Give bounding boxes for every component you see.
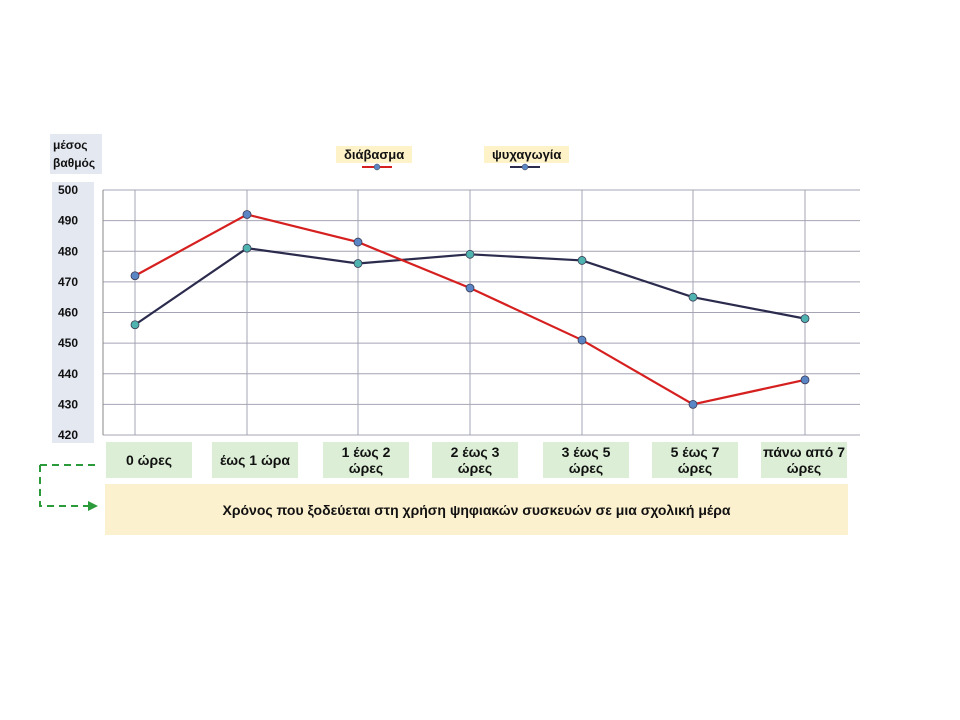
- y-tick-label: 470: [58, 275, 78, 289]
- data-point-entertainment: [688, 292, 698, 302]
- data-point-reading: [465, 283, 475, 293]
- y-tick-label: 440: [58, 367, 78, 381]
- category-label: 1 έως 2 ώρες: [323, 442, 409, 478]
- y-tick-label: 450: [58, 336, 78, 350]
- data-point-entertainment: [130, 320, 140, 330]
- category-label: πάνω από 7 ώρες: [761, 442, 847, 478]
- legend-entertainment: ψυχαγωγία: [484, 146, 570, 163]
- series-layer: [130, 210, 810, 409]
- data-point-entertainment: [465, 249, 475, 259]
- y-tick-label: 500: [58, 183, 78, 197]
- legend-reading-label: διάβασμα: [336, 146, 413, 163]
- data-point-entertainment: [242, 243, 252, 253]
- category-label: 0 ώρες: [106, 442, 192, 478]
- category-connector-arrow: [39, 465, 90, 507]
- data-point-reading: [130, 271, 140, 281]
- y-axis-ticks: 420 430 440 450 460 470 480 490 500: [52, 182, 94, 443]
- y-tick-label: 430: [58, 397, 78, 411]
- y-tick-label: 480: [58, 244, 78, 258]
- data-point-entertainment: [800, 314, 810, 324]
- x-axis-title: Χρόνος που ξοδεύεται στη χρήση ψηφιακών …: [105, 484, 848, 535]
- y-tick-band: [52, 182, 94, 443]
- y-tick-label: 460: [58, 306, 78, 320]
- arrow-head-icon: [88, 501, 98, 511]
- data-point-reading: [577, 335, 587, 345]
- y-tick-label: 490: [58, 214, 78, 228]
- data-point-entertainment: [353, 259, 363, 268]
- category-label: 5 έως 7 ώρες: [652, 442, 738, 478]
- legend-entertainment-label: ψυχαγωγία: [484, 146, 570, 163]
- y-axis-label: μέσος βαθμός: [50, 134, 102, 174]
- legend-reading-swatch: [362, 163, 392, 171]
- category-label: 2 έως 3 ώρες: [432, 442, 518, 478]
- data-point-reading: [353, 237, 363, 247]
- data-point-entertainment: [577, 256, 587, 265]
- legend-entertainment-swatch: [510, 163, 540, 171]
- y-tick-label: 420: [58, 428, 78, 442]
- category-label: έως 1 ώρα: [212, 442, 298, 478]
- data-point-reading: [242, 210, 252, 219]
- legend-reading: διάβασμα: [336, 146, 413, 163]
- grid-layer: [102, 189, 860, 436]
- data-point-reading: [688, 399, 698, 409]
- category-label: 3 έως 5 ώρες: [543, 442, 629, 478]
- data-point-reading: [800, 375, 810, 385]
